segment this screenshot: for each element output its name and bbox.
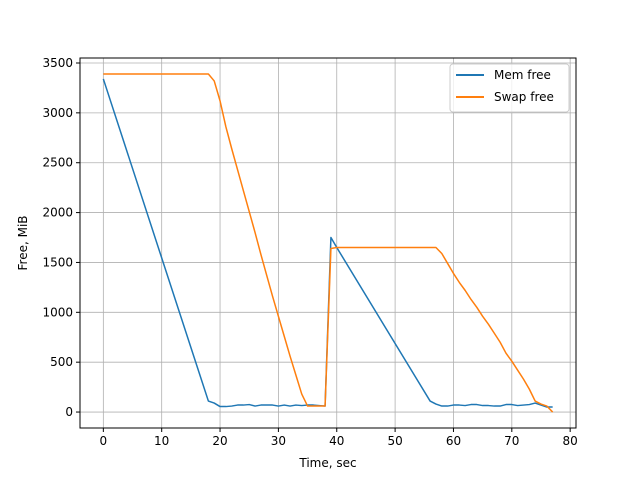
y-tick-label: 500: [50, 355, 73, 369]
y-tick-label: 3000: [42, 106, 73, 120]
x-tick-label: 80: [563, 434, 578, 448]
legend-label-mem-free: Mem free: [494, 68, 551, 82]
x-axis-label: Time, sec: [298, 456, 356, 470]
x-tick-label: 0: [100, 434, 108, 448]
y-axis: 0 500 1000 1500 2000 2500 3000 3500: [42, 56, 80, 419]
series-line-mem-free: [102, 78, 553, 408]
y-tick-label: 2000: [42, 206, 73, 220]
legend: Mem free Swap free: [449, 63, 570, 113]
x-tick-label: 40: [329, 434, 344, 448]
plot-frame: [79, 57, 577, 429]
x-tick-label: 20: [212, 434, 227, 448]
x-tick-label: 70: [504, 434, 519, 448]
grid-lines: [80, 58, 576, 428]
x-axis: 0 10 20 30 40 50 60 70 80: [100, 428, 578, 448]
series-layer: [102, 73, 554, 413]
plot-background: [80, 58, 576, 428]
y-tick-label: 3500: [42, 56, 73, 70]
series-line-swap-free: [103, 73, 554, 413]
y-axis-label: Free, MiB: [16, 215, 30, 270]
x-tick-label: 30: [271, 434, 286, 448]
x-tick-label: 50: [387, 434, 402, 448]
x-tick-label: 60: [446, 434, 461, 448]
y-tick-label: 1500: [42, 255, 73, 269]
y-tick-label: 1000: [42, 305, 73, 319]
y-tick-label: 0: [65, 405, 73, 419]
legend-label-swap-free: Swap free: [494, 90, 554, 104]
y-tick-label: 2500: [42, 156, 73, 170]
x-tick-label: 10: [154, 434, 169, 448]
